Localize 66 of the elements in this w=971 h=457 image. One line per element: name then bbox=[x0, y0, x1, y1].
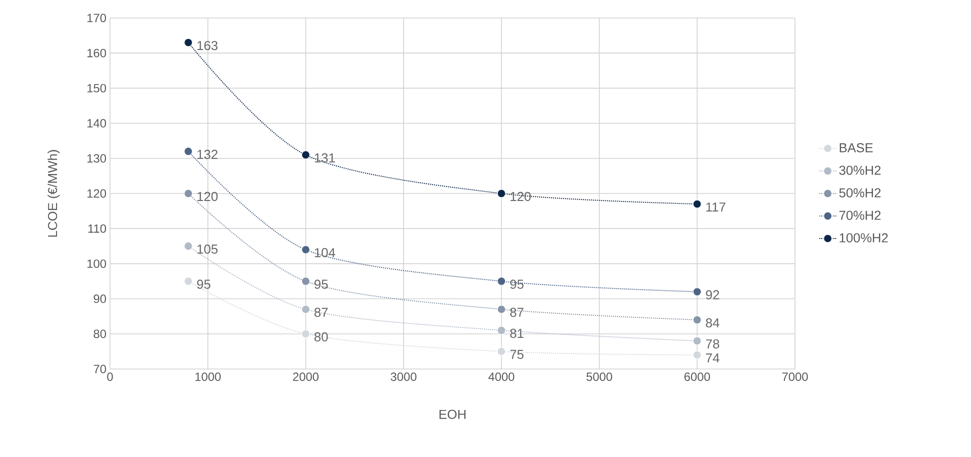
point bbox=[497, 347, 506, 356]
data-label: 120 bbox=[510, 192, 531, 202]
x-tick-label: 2000 bbox=[293, 372, 319, 381]
y-tick-label: 170 bbox=[87, 14, 106, 22]
data-label: 163 bbox=[197, 40, 218, 50]
point bbox=[301, 305, 310, 314]
point bbox=[692, 336, 702, 346]
point bbox=[692, 350, 702, 360]
legend-label: 50%H2 bbox=[839, 188, 881, 198]
point bbox=[301, 330, 310, 338]
point bbox=[301, 150, 310, 160]
point bbox=[301, 276, 310, 286]
data-label: 131 bbox=[314, 153, 335, 162]
point bbox=[497, 189, 506, 198]
data-label: 78 bbox=[706, 339, 720, 348]
y-tick-label: 160 bbox=[87, 48, 106, 58]
data-label: 120 bbox=[197, 192, 218, 202]
legend-label: 100%H2 bbox=[840, 233, 888, 242]
x-tick-label: 4000 bbox=[488, 372, 514, 381]
point bbox=[184, 147, 193, 156]
data-label: 95 bbox=[197, 280, 210, 289]
y-tick-label: 110 bbox=[88, 224, 106, 233]
data-label: 75 bbox=[510, 350, 524, 359]
point bbox=[301, 245, 310, 254]
data-label: 80 bbox=[314, 332, 328, 342]
y-tick-label: 70 bbox=[94, 364, 106, 374]
y-tick-label: 100 bbox=[87, 259, 106, 268]
legend-label: 30%H2 bbox=[839, 166, 881, 175]
point bbox=[184, 242, 193, 250]
point bbox=[497, 276, 506, 286]
data-label: 105 bbox=[197, 244, 218, 254]
point bbox=[497, 305, 506, 314]
y-tick-label: 130 bbox=[87, 154, 106, 163]
y-axis-title: LCOE (€/MWh) bbox=[48, 150, 60, 237]
point bbox=[692, 200, 702, 208]
y-tick-label: 90 bbox=[94, 294, 106, 304]
x-tick-label: 6000 bbox=[684, 372, 710, 381]
data-label: 95 bbox=[314, 280, 328, 289]
data-label: 132 bbox=[197, 150, 218, 159]
y-tick-label: 80 bbox=[94, 330, 106, 338]
point bbox=[692, 316, 702, 324]
x-tick-label: 5000 bbox=[586, 372, 612, 381]
y-tick-label: 150 bbox=[87, 84, 106, 92]
x-axis-title: EOH bbox=[440, 410, 466, 419]
data-label: 95 bbox=[510, 280, 524, 289]
point bbox=[184, 189, 193, 198]
point bbox=[184, 38, 193, 47]
point bbox=[184, 276, 193, 286]
data-label: 81 bbox=[510, 328, 524, 338]
legend-label: 70%H2 bbox=[839, 210, 881, 220]
x-tick-label: 7000 bbox=[782, 372, 808, 381]
legend-label: BASE bbox=[840, 143, 873, 152]
x-tick-label: 3000 bbox=[390, 372, 416, 381]
point bbox=[497, 326, 506, 335]
data-label: 74 bbox=[706, 353, 720, 362]
x-tick-label: 1000 bbox=[195, 372, 221, 381]
data-label: 87 bbox=[314, 308, 328, 317]
y-tick-label: 120 bbox=[87, 189, 106, 198]
data-label: 117 bbox=[706, 202, 726, 212]
data-label: 84 bbox=[706, 318, 720, 328]
data-label: 92 bbox=[706, 290, 720, 300]
point bbox=[692, 287, 702, 296]
data-label: 104 bbox=[314, 248, 336, 258]
data-label: 87 bbox=[510, 308, 524, 317]
y-tick-label: 140 bbox=[87, 119, 106, 128]
x-tick-label: 0 bbox=[107, 372, 113, 381]
